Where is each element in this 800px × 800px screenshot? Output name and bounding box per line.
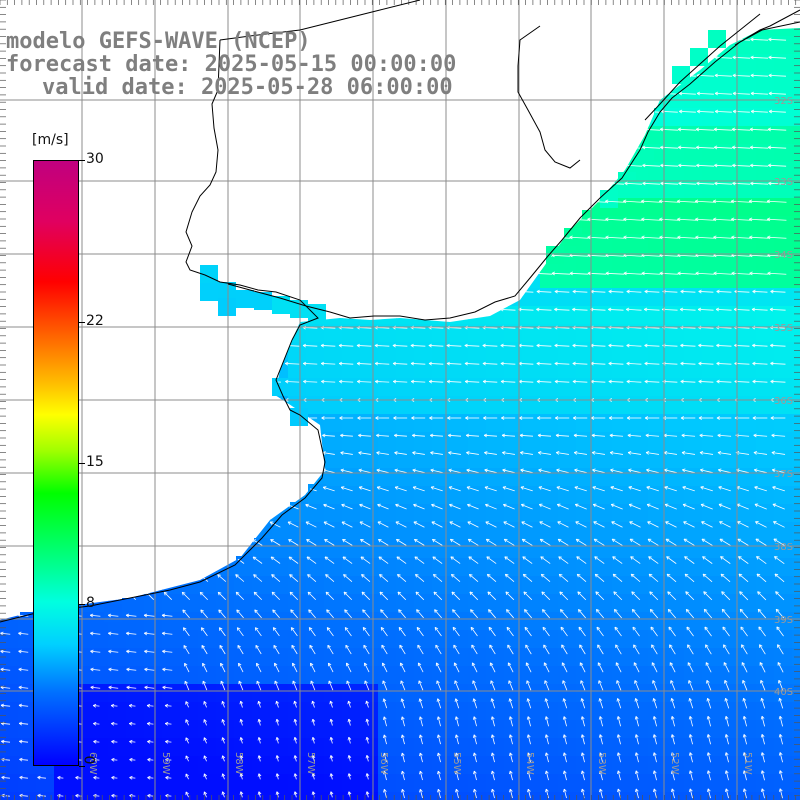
colorbar: [33, 160, 79, 766]
uruguay-inland-border: [517, 25, 581, 169]
colorbar-unit: [m/s]: [32, 132, 69, 148]
lat-label: 36S: [774, 396, 793, 407]
colorbar-tick: [79, 604, 85, 606]
brazil-coast-north: [734, 9, 800, 46]
colorbar-tick-label: 8: [86, 595, 95, 612]
lon-label: 52W: [669, 752, 680, 775]
valid-date: valid date: 2025-05-28 06:00:00: [42, 75, 453, 100]
lat-label: 39S: [774, 615, 793, 626]
lat-label: 40S: [774, 687, 793, 698]
lat-label: 32S: [774, 96, 793, 107]
uruguay-coast: [227, 21, 800, 321]
lagoon: [644, 13, 761, 121]
coastline: [0, 0, 800, 623]
lon-label: 57W: [305, 752, 316, 775]
lon-label: 58W: [233, 752, 244, 775]
lon-label: 53W: [596, 752, 607, 775]
colorbar-tick-label: 15: [86, 454, 104, 470]
lat-label: 35S: [774, 323, 793, 334]
colorbar-tick: [79, 463, 85, 464]
northern-border: [219, 0, 421, 41]
lat-label: 33S: [774, 177, 793, 188]
forecast-date: forecast date: 2025-05-15 00:00:00: [6, 52, 457, 77]
colorbar-tick: [79, 766, 85, 767]
lon-label: 51W: [742, 752, 753, 775]
lon-label: 54W: [524, 752, 535, 775]
colorbar-tick-label: 22: [86, 312, 104, 329]
lat-label: 38S: [774, 542, 793, 553]
lon-label: 60W: [87, 752, 98, 775]
colorbar-tick-label: 30: [86, 151, 104, 167]
colorbar-tick: [79, 160, 85, 161]
colorbar-tick: [79, 321, 85, 323]
lon-label: 55W: [451, 752, 462, 775]
lat-label: 34S: [774, 250, 793, 261]
lon-label: 59W: [160, 752, 171, 775]
lat-label: 37S: [774, 469, 793, 480]
lon-label: 56W: [378, 752, 389, 775]
model-title: modelo GEFS-WAVE (NCEP): [6, 29, 311, 54]
atlantic-coastline: [0, 339, 326, 623]
rio-de-la-plata-south: [185, 39, 319, 341]
colorbar-tick-label: 0: [80, 755, 97, 765]
